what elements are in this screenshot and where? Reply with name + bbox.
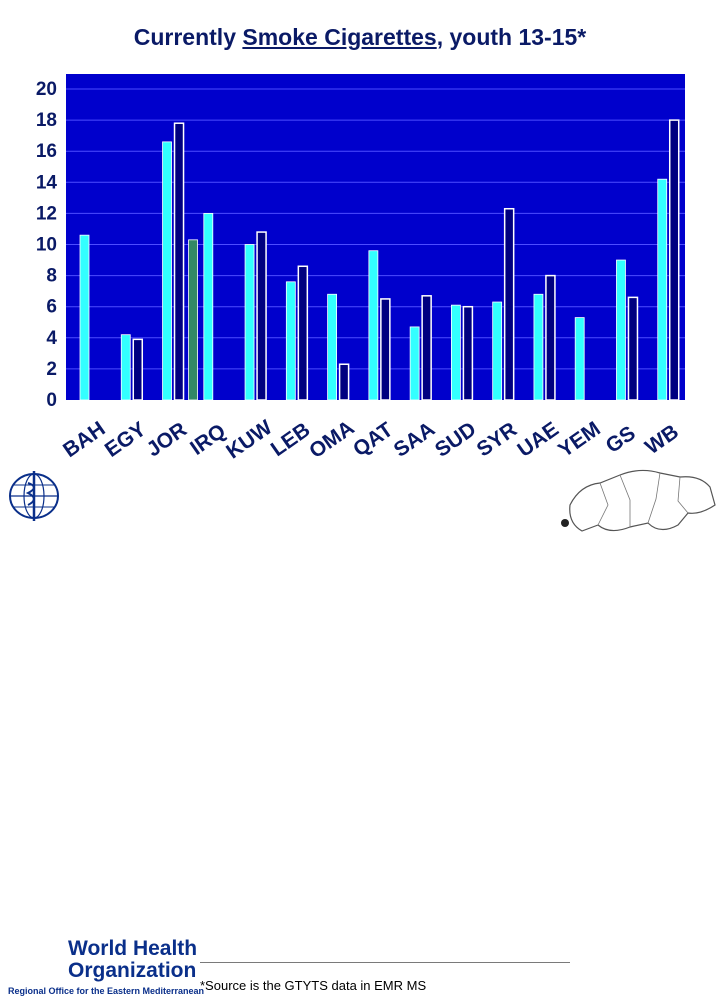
bar-series2-qat (380, 298, 391, 401)
y-tick-label: 12 (36, 203, 57, 224)
bar-series1-kuw (244, 244, 255, 401)
bar-series2-kuw (256, 231, 267, 401)
x-tick-label: GS (602, 422, 640, 458)
x-tick-label: BAH (59, 417, 109, 462)
who-regional-office: Regional Office for the Eastern Mediterr… (8, 986, 205, 996)
x-tick-label: OMA (305, 416, 358, 463)
bar-series1-oma (327, 293, 338, 401)
bar-series1-saa (409, 326, 420, 401)
y-tick-label: 6 (46, 297, 57, 318)
x-tick-label: SAA (390, 418, 440, 462)
bar-series2-gs (627, 296, 639, 401)
footer: World Health Organization Regional Office… (0, 465, 720, 996)
bar-series1-syr (492, 301, 503, 401)
who-emblem-icon (9, 471, 59, 521)
bar-series2-syr (503, 207, 515, 401)
bar-series2-uae (545, 274, 556, 401)
x-tick-label: JOR (143, 418, 192, 462)
bars (79, 119, 680, 401)
bar-series2-saa (421, 295, 432, 401)
bar-series1-qat (368, 250, 379, 401)
bar-series1-jor (162, 141, 172, 401)
y-tick-label: 8 (46, 266, 57, 287)
x-tick-label: IRQ (186, 420, 230, 460)
bar-series2-sud (462, 305, 474, 401)
y-tick-label: 18 (36, 110, 57, 131)
y-tick-label: 0 (46, 390, 57, 411)
bar-series1-uae (533, 293, 544, 401)
bar-chart: 0 2 4 6 8 10 12 14 16 18 20 BAHEGYJORIRQKUWLEBOMAQ… (36, 74, 685, 464)
bar-series1-yem (574, 317, 585, 401)
who-logo-text: World Health Organization (68, 937, 198, 982)
y-tick-label: 10 (36, 235, 57, 256)
bar-series1-wb (657, 178, 668, 401)
chart-title: Currently Smoke Cigarettes, youth 13-15* (133, 24, 587, 50)
x-tick-label: QAT (349, 418, 397, 461)
bar-series1-sud (450, 304, 461, 401)
emr-map-icon (561, 469, 716, 532)
x-tick-label: LEB (267, 418, 315, 461)
bar-series2-jor (173, 122, 185, 401)
bar-series1-leb (285, 281, 296, 401)
bar-series1-bah (79, 234, 90, 401)
y-tick-label: 14 (36, 172, 58, 193)
bar-series2-leb (297, 265, 309, 401)
y-tick-label: 20 (36, 79, 57, 100)
bar-series2-egy (132, 338, 144, 401)
bar-series1-egy (120, 334, 131, 401)
x-tick-label: UAE (513, 418, 563, 462)
x-tick-label: SYR (473, 418, 522, 462)
bar-series2-oma (338, 363, 350, 401)
y-tick-label: 2 (46, 359, 57, 380)
y-tick-label: 4 (46, 328, 57, 349)
y-tick-label: 16 (36, 141, 57, 162)
x-tick-label: SUD (431, 418, 481, 462)
x-tick-label: KUW (222, 416, 276, 464)
source-note: *Source is the GTYTS data in EMR MS (200, 978, 427, 993)
bar-special-jor (188, 239, 198, 401)
x-tick-label: WB (641, 420, 683, 459)
x-tick-label: YEM (554, 417, 604, 462)
bar-series1-irq (203, 212, 214, 401)
bar-series2-wb (668, 119, 680, 401)
x-axis-ticks: BAHEGYJORIRQKUWLEBOMAQATSAASUDSYRUAEYEMG… (59, 416, 683, 464)
y-axis-ticks: 0 2 4 6 8 10 12 14 16 18 20 (36, 79, 58, 411)
x-tick-label: EGY (101, 418, 151, 462)
bar-series1-gs (616, 259, 626, 401)
footer-divider (200, 962, 570, 963)
